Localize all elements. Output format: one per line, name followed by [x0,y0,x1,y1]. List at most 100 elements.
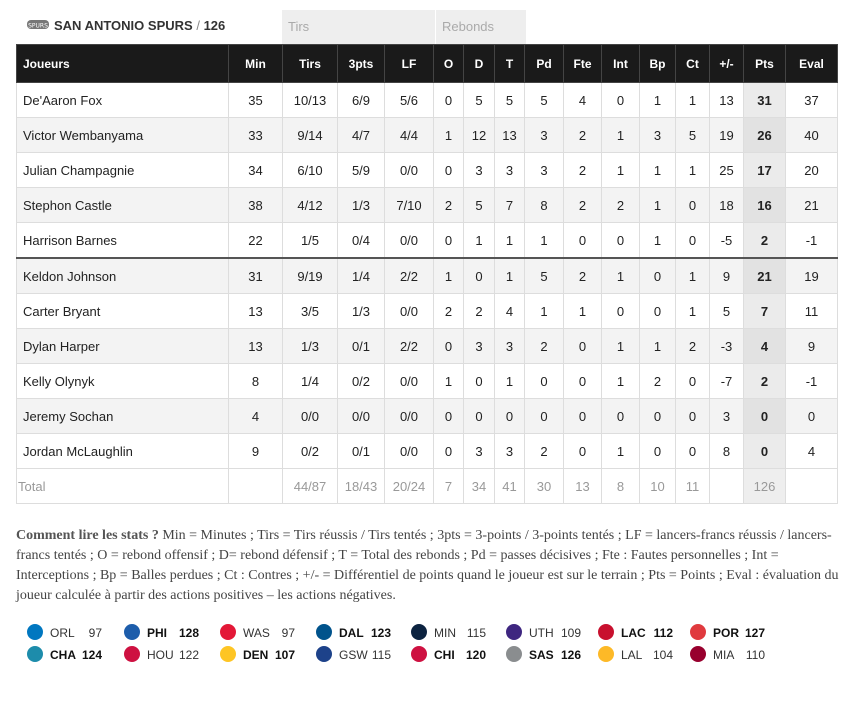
player-name[interactable]: Julian Champagnie [16,152,229,188]
stat-treb: 3 [494,152,525,188]
game-score[interactable]: DAL 123 GSW 115 [311,622,403,670]
stat-ft: 5/6 [384,82,434,118]
stat-treb: 3 [494,433,525,469]
warriors-logo-icon [316,646,332,662]
stat-ft: 4/4 [384,117,434,153]
stat-pts: 2 [743,222,786,259]
game-score[interactable]: WAS 97 DEN 107 [215,622,307,670]
nuggets-logo-icon [220,646,236,662]
player-name[interactable]: Kelly Olynyk [16,363,229,399]
total-pf: 13 [563,468,602,504]
table-row: Keldon Johnson 31 9/19 1/4 2/2 1 0 1 5 2 1 0 1 9 21 19 [16,257,838,294]
scoreboard-team: MIN 115 [406,622,498,644]
stat-dreb: 3 [463,433,495,469]
stat-tov: 0 [639,398,676,434]
stat-dreb: 0 [463,257,495,294]
stat-pf: 0 [563,433,602,469]
player-name[interactable]: Jeremy Sochan [16,398,229,434]
stat-ast: 5 [524,82,564,118]
group-shots-label: Tirs [282,10,435,44]
stat-tov: 0 [639,257,676,294]
stat-ast: 2 [524,328,564,364]
player-name[interactable]: Dylan Harper [16,328,229,364]
game-score[interactable]: UTH 109 SAS 126 [501,622,593,670]
stat-fg: 10/13 [282,82,338,118]
game-score[interactable]: PHI 128 HOU 122 [119,622,211,670]
stat-ast: 0 [524,363,564,399]
stat-ft: 0/0 [384,433,434,469]
team-abbr: HOU [147,648,174,662]
col-header-fg: Tirs [282,44,338,83]
stat-eval: 40 [785,117,838,153]
scoreboard-team: LAL 104 [593,644,685,666]
player-stats-table: Joueurs Min Tirs 3pts LF O D T Pd Fte Int Bp Ct +/- Pt… [16,44,838,504]
stat-min: 9 [228,433,283,469]
stat-ft: 0/0 [384,363,434,399]
lakers-logo-icon [598,646,614,662]
stat-pts: 4 [743,328,786,364]
stat-ast: 3 [524,117,564,153]
stat-eval: 0 [785,398,838,434]
game-score[interactable]: MIN 115 CHI 120 [406,622,498,670]
game-score[interactable]: POR 127 MIA 110 [685,622,777,670]
team-sep: / [196,18,200,33]
player-name[interactable]: De'Aaron Fox [16,82,229,118]
team-score: 115 [466,626,486,640]
stat-blk: 2 [675,328,710,364]
team-score: 126 [203,18,226,33]
stat-ast: 2 [524,433,564,469]
stat-pf: 2 [563,257,602,294]
totals-row: Total 44/87 18/43 20/24 7 34 41 30 13 8 10 11 126 [16,468,838,504]
stat-min: 31 [228,257,283,294]
col-header-min: Min [228,44,283,83]
scoreboard-team: CHI 120 [406,644,498,666]
table-row: Kelly Olynyk 8 1/4 0/2 0/0 1 0 1 0 0 1 2 0 -7 2 -1 [16,363,838,399]
total-stl: 8 [601,468,640,504]
team-abbr: UTH [529,626,554,640]
rockets-logo-icon [124,646,140,662]
stat-pm: 9 [709,257,744,294]
stat-dreb: 0 [463,363,495,399]
stat-pm: 13 [709,82,744,118]
stat-min: 34 [228,152,283,188]
spurs-logo-icon: SPURS [27,20,49,30]
stat-pts: 7 [743,293,786,329]
table-row: Harrison Barnes 22 1/5 0/4 0/0 0 1 1 1 0 0 1 0 -5 2 -1 [16,222,838,259]
player-name[interactable]: Harrison Barnes [16,222,229,259]
player-name[interactable]: Carter Bryant [16,293,229,329]
player-name[interactable]: Victor Wembanyama [16,117,229,153]
player-name[interactable]: Keldon Johnson [16,257,229,294]
player-name[interactable]: Jordan McLaughlin [16,433,229,469]
stat-ast: 3 [524,152,564,188]
stat-blk: 0 [675,433,710,469]
stat-eval: 37 [785,82,838,118]
team-score: 126 [560,648,581,662]
game-score[interactable]: LAC 112 LAL 104 [593,622,685,670]
player-name[interactable]: Stephon Castle [16,187,229,223]
stat-min: 22 [228,222,283,259]
table-row: Julian Champagnie 34 6/10 5/9 0/0 0 3 3 3 2 1 1 1 25 1… [16,152,838,188]
team-abbr: PHI [147,626,168,640]
stat-blk: 1 [675,257,710,294]
stat-dreb: 2 [463,293,495,329]
stat-ft: 0/0 [384,293,434,329]
stat-eval: -1 [785,222,838,259]
stat-pf: 0 [563,328,602,364]
stat-stl: 1 [601,257,640,294]
stat-fg: 0/0 [282,398,338,434]
stat-three: 1/4 [337,257,385,294]
team-score: 104 [652,648,673,662]
team-abbr: LAC [621,626,646,640]
stat-fg: 0/2 [282,433,338,469]
stat-tov: 1 [639,152,676,188]
stat-pm: -3 [709,328,744,364]
stat-fg: 3/5 [282,293,338,329]
stat-pts: 26 [743,117,786,153]
game-score[interactable]: ORL 97 CHA 124 [22,622,114,670]
magic-logo-icon [27,624,43,640]
stat-ft: 7/10 [384,187,434,223]
clippers-logo-icon [598,624,614,640]
team-header: SPURS SAN ANTONIO SPURS / 126 Tirs Rebon… [16,10,837,44]
col-header-eval: Eval [785,44,838,83]
scoreboard-team: HOU 122 [119,644,211,666]
